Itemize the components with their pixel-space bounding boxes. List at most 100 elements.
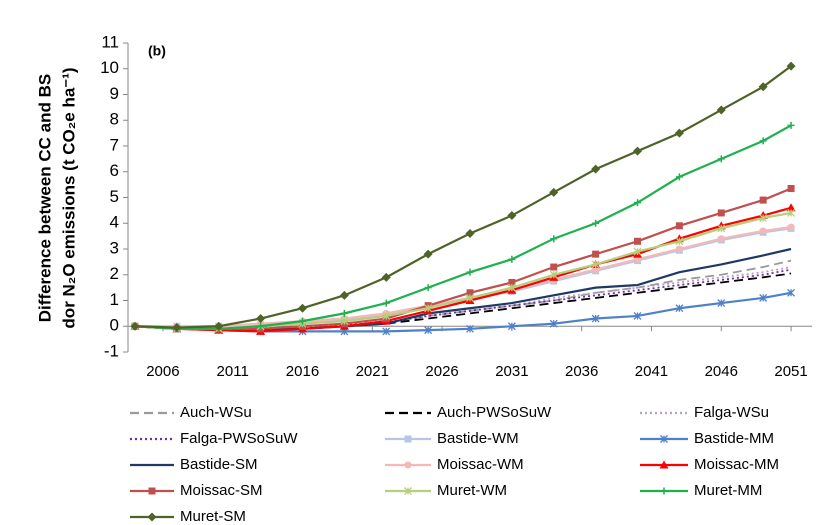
marker <box>424 284 432 292</box>
legend-label: Muret-SM <box>180 508 246 525</box>
legend-item: Auch-PWSoSuW <box>385 404 552 421</box>
marker <box>787 288 796 297</box>
marker <box>675 304 684 313</box>
x-tick-label: 2036 <box>565 363 598 380</box>
legend-label: Moissac-WM <box>437 456 524 473</box>
marker <box>130 321 140 331</box>
marker <box>591 260 600 269</box>
marker <box>256 314 266 324</box>
marker <box>786 61 796 71</box>
marker <box>717 224 726 233</box>
legend-item: Bastide-MM <box>640 430 774 447</box>
marker <box>660 435 668 443</box>
x-tick-label: 2021 <box>356 363 389 380</box>
marker <box>423 249 433 259</box>
marker <box>787 184 795 192</box>
legend-label: Bastide-SM <box>180 456 258 473</box>
marker <box>759 137 767 145</box>
marker <box>787 208 796 217</box>
legend-item: Falga-WSu <box>640 404 769 421</box>
marker <box>257 322 265 330</box>
marker <box>759 214 768 223</box>
marker <box>466 324 474 333</box>
y-axis-label: Difference between CC and BS <box>35 74 54 322</box>
legend-item: Muret-WM <box>385 482 507 499</box>
y-tick-label: 4 <box>110 213 119 232</box>
marker <box>508 278 516 286</box>
marker <box>404 435 412 443</box>
marker <box>759 196 767 204</box>
marker <box>660 487 668 495</box>
marker <box>214 321 224 331</box>
y-tick-label: 10 <box>100 58 119 77</box>
x-tick-label: 2026 <box>425 363 458 380</box>
y-tick-label: 0 <box>110 316 119 335</box>
legend-label: Muret-MM <box>694 482 762 499</box>
marker <box>507 211 517 221</box>
marker <box>633 247 642 256</box>
marker <box>382 299 390 307</box>
marker <box>466 293 474 302</box>
y-tick-label: 11 <box>101 32 119 51</box>
marker <box>465 229 475 239</box>
legend-label: Moissac-MM <box>694 456 779 473</box>
marker <box>591 164 601 174</box>
marker <box>148 487 156 495</box>
y-tick-label: 6 <box>110 161 119 180</box>
legend-item: Moissac-MM <box>640 456 779 473</box>
marker <box>717 155 725 163</box>
marker <box>633 311 642 320</box>
marker <box>592 219 600 227</box>
marker <box>591 314 600 323</box>
x-tick-label: 2016 <box>286 363 319 380</box>
marker <box>675 222 683 230</box>
y-tick-label: 8 <box>110 110 119 129</box>
marker <box>298 317 306 325</box>
marker <box>339 290 349 300</box>
marker <box>424 304 433 313</box>
legend-item: Bastide-WM <box>385 430 519 447</box>
legend-item: Auch-WSu <box>130 404 252 421</box>
y-tick-label: 7 <box>110 135 119 154</box>
marker <box>717 235 725 243</box>
legend-label: Moissac-SM <box>180 482 263 499</box>
legend-item: Moissac-SM <box>130 482 263 499</box>
marker <box>340 309 348 317</box>
y-axis-label: dor N₂O emissions (t CO₂e ha⁻¹) <box>59 67 78 328</box>
marker <box>717 299 726 308</box>
marker <box>549 187 559 197</box>
y-tick-label: 3 <box>110 238 119 257</box>
marker <box>675 237 684 246</box>
legend-item: Falga-PWSoSuW <box>130 430 298 447</box>
x-tick-label: 2041 <box>635 363 668 380</box>
marker <box>382 327 391 336</box>
marker <box>786 203 796 212</box>
marker <box>717 209 725 217</box>
panel-label: (b) <box>148 43 166 59</box>
y-tick-label: 9 <box>110 84 119 103</box>
marker <box>508 255 516 263</box>
marker <box>634 237 642 245</box>
series-line <box>134 272 792 332</box>
marker <box>424 326 433 335</box>
legend-label: Auch-PWSoSuW <box>437 404 552 421</box>
marker <box>507 322 516 331</box>
marker <box>787 121 795 129</box>
marker <box>675 173 683 181</box>
marker <box>297 303 307 313</box>
legend-label: Bastide-WM <box>437 430 519 447</box>
marker <box>466 289 474 297</box>
legend-label: Falga-WSu <box>694 404 769 421</box>
series-line <box>134 247 792 330</box>
legend-item: Bastide-SM <box>130 456 258 473</box>
marker <box>633 146 643 156</box>
marker <box>758 82 768 92</box>
x-tick-label: 2031 <box>495 363 528 380</box>
marker <box>550 263 558 271</box>
marker <box>634 199 642 207</box>
marker <box>675 245 683 253</box>
marker <box>759 227 767 235</box>
marker <box>382 311 391 320</box>
y-tick-label: 5 <box>110 187 119 206</box>
